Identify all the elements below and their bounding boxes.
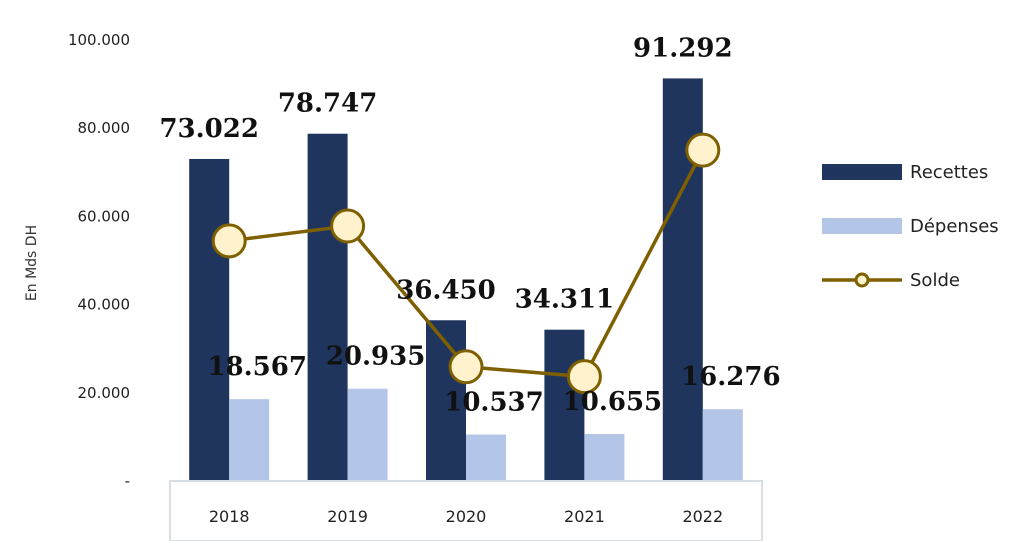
data-label-recettes-2021: 34.311 bbox=[515, 285, 615, 315]
y-tick-label: 60.000 bbox=[78, 207, 131, 225]
solde-point-2022 bbox=[685, 132, 721, 168]
legend-label-dpenses: Dépenses bbox=[910, 216, 999, 237]
legend-label-solde: Solde bbox=[910, 270, 960, 291]
data-label-dpenses-2021: 10.655 bbox=[563, 387, 663, 417]
y-tick-label: - bbox=[125, 472, 130, 490]
legend: Recettes Dépenses Solde bbox=[822, 162, 999, 291]
data-label-recettes-2022: 91.292 bbox=[633, 33, 733, 63]
bar-recettes-2021 bbox=[544, 329, 585, 481]
y-tick-label: 20.000 bbox=[78, 384, 131, 402]
x-tick-label-2021: 2021 bbox=[564, 507, 605, 526]
bar-recettes-2018 bbox=[189, 158, 230, 482]
solde-point-2019 bbox=[330, 208, 366, 244]
data-label-dpenses-2018: 18.567 bbox=[207, 352, 307, 382]
data-labels: 73.022 18.567 78.747 20.935 36.450 10.537 34.3… bbox=[159, 33, 780, 417]
y-tick-label: 100.000 bbox=[68, 31, 130, 49]
legend-swatch-recettes bbox=[822, 164, 902, 180]
x-tick-label-2020: 2020 bbox=[446, 507, 487, 526]
data-label-recettes-2020: 36.450 bbox=[396, 275, 496, 305]
bar-dpenses-2021 bbox=[584, 434, 625, 481]
solde-point-2018 bbox=[211, 223, 247, 259]
x-tick-label-2018: 2018 bbox=[209, 507, 250, 526]
data-label-dpenses-2022: 16.276 bbox=[681, 362, 781, 392]
data-label-dpenses-2020: 10.537 bbox=[444, 388, 544, 418]
bar-recettes-2020 bbox=[426, 320, 466, 481]
legend-swatch-dpenses bbox=[822, 218, 902, 234]
data-label-recettes-2018: 73.022 bbox=[159, 114, 259, 144]
x-axis: 2018 2019 2020 2021 2022 bbox=[209, 507, 723, 526]
data-label-recettes-2019: 78.747 bbox=[278, 89, 378, 119]
bar-dpenses-2018 bbox=[229, 399, 270, 481]
legend-marker-solde bbox=[854, 272, 870, 288]
solde-point-2021 bbox=[566, 359, 602, 395]
x-tick-label-2019: 2019 bbox=[327, 507, 368, 526]
bar-recettes-2019 bbox=[307, 133, 348, 482]
bar-dpenses-2022 bbox=[702, 409, 743, 481]
x-tick-label-2022: 2022 bbox=[682, 507, 723, 526]
solde-point-2020 bbox=[448, 349, 484, 385]
data-label-dpenses-2019: 20.935 bbox=[326, 342, 426, 372]
bar-dpenses-2020 bbox=[466, 434, 506, 481]
y-tick-label: 40.000 bbox=[78, 296, 131, 314]
y-axis-label: En Mds DH bbox=[24, 225, 40, 301]
solde-line bbox=[211, 132, 721, 395]
x-axis-box bbox=[169, 480, 763, 541]
y-axis: - 20.000 40.000 60.000 80.000 100.000 bbox=[68, 31, 130, 490]
bar-dpenses-2019 bbox=[347, 388, 388, 481]
y-tick-label: 80.000 bbox=[78, 119, 131, 137]
legend-label-recettes: Recettes bbox=[910, 162, 988, 183]
